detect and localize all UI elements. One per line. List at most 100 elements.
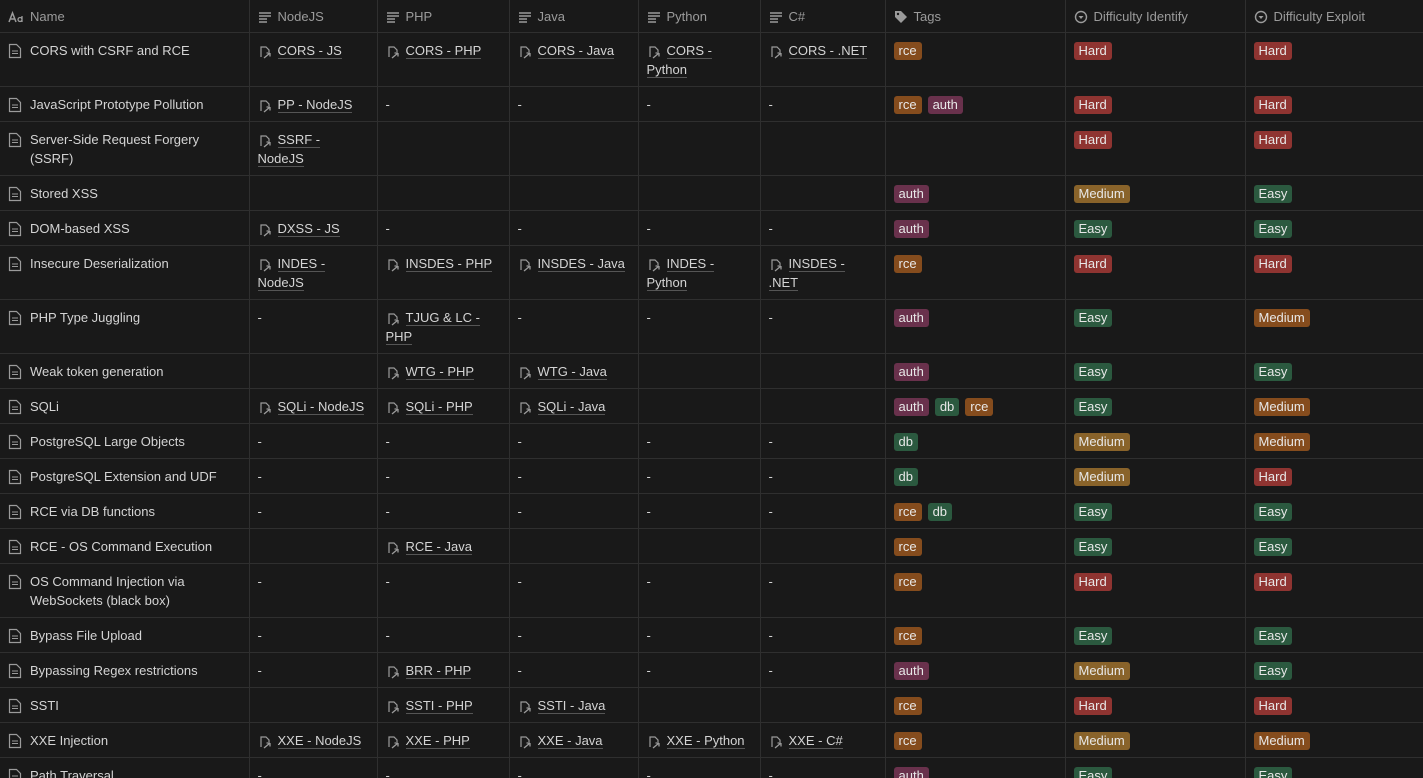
relation-cell[interactable]: - [638, 458, 761, 494]
relation-link[interactable]: INDES - Python [646, 254, 752, 292]
difficulty-cell[interactable]: Medium [1065, 722, 1246, 758]
difficulty-cell[interactable]: Easy [1065, 353, 1246, 389]
relation-cell[interactable] [760, 353, 886, 389]
relation-cell[interactable]: - [638, 299, 761, 354]
relation-link[interactable]: SQLi - Java [518, 397, 630, 416]
relation-cell[interactable]: - [509, 299, 639, 354]
name-cell[interactable]: DOM-based XSS [0, 210, 250, 246]
relation-cell[interactable]: - [638, 563, 761, 618]
relation-link[interactable]: SSRF - NodeJS [257, 130, 369, 168]
relation-cell[interactable] [377, 175, 510, 211]
difficulty-cell[interactable]: Hard [1245, 245, 1423, 300]
name-cell[interactable]: JavaScript Prototype Pollution [0, 86, 250, 122]
name-cell[interactable]: PostgreSQL Large Objects [0, 423, 250, 459]
relation-cell[interactable]: - [509, 652, 639, 688]
name-cell[interactable]: Stored XSS [0, 175, 250, 211]
difficulty-cell[interactable]: Hard [1245, 458, 1423, 494]
relation-cell[interactable]: - [760, 493, 886, 529]
relation-link[interactable]: CORS - Python [646, 41, 752, 79]
relation-cell[interactable] [760, 687, 886, 723]
relation-link[interactable]: INSDES - Java [518, 254, 630, 273]
column-header[interactable]: NodeJS [249, 0, 378, 33]
relation-cell[interactable]: - [638, 652, 761, 688]
relation-cell[interactable]: - [638, 493, 761, 529]
relation-cell[interactable]: XXE - Java [509, 722, 639, 758]
name-cell[interactable]: XXE Injection [0, 722, 250, 758]
relation-cell[interactable]: - [638, 757, 761, 778]
relation-cell[interactable] [509, 528, 639, 564]
relation-link[interactable]: DXSS - JS [258, 219, 369, 238]
relation-link[interactable]: CORS - PHP [386, 41, 501, 60]
tags-cell[interactable]: auth [885, 175, 1066, 211]
relation-cell[interactable] [377, 121, 510, 176]
relation-link[interactable]: CORS - JS [258, 41, 369, 60]
column-header[interactable]: Java [509, 0, 639, 33]
difficulty-cell[interactable]: Hard [1245, 32, 1423, 87]
relation-cell[interactable]: - [509, 493, 639, 529]
relation-cell[interactable] [760, 121, 886, 176]
relation-cell[interactable] [638, 175, 761, 211]
relation-link[interactable]: SQLi - PHP [386, 397, 501, 416]
relation-cell[interactable] [638, 687, 761, 723]
difficulty-cell[interactable]: Medium [1065, 175, 1246, 211]
name-cell[interactable]: RCE - OS Command Execution [0, 528, 250, 564]
tags-cell[interactable] [885, 121, 1066, 176]
difficulty-cell[interactable]: Medium [1245, 388, 1423, 424]
relation-cell[interactable] [638, 121, 761, 176]
relation-cell[interactable]: - [760, 617, 886, 653]
difficulty-cell[interactable]: Hard [1065, 687, 1246, 723]
relation-cell[interactable]: - [509, 86, 639, 122]
column-header[interactable]: Difficulty Identify [1065, 0, 1246, 33]
relation-cell[interactable] [638, 388, 761, 424]
relation-cell[interactable]: - [509, 563, 639, 618]
difficulty-cell[interactable]: Medium [1065, 652, 1246, 688]
difficulty-cell[interactable]: Medium [1245, 423, 1423, 459]
relation-cell[interactable]: INSDES - PHP [377, 245, 510, 300]
tags-cell[interactable]: db [885, 458, 1066, 494]
relation-cell[interactable] [249, 175, 378, 211]
relation-cell[interactable] [249, 353, 378, 389]
column-header[interactable]: C# [760, 0, 886, 33]
relation-cell[interactable]: CORS - .NET [760, 32, 886, 87]
relation-link[interactable]: XXE - NodeJS [258, 731, 369, 750]
relation-cell[interactable]: - [509, 210, 639, 246]
relation-cell[interactable]: SQLi - NodeJS [249, 388, 378, 424]
difficulty-cell[interactable]: Easy [1065, 757, 1246, 778]
name-cell[interactable]: Bypassing Regex restrictions [0, 652, 250, 688]
relation-cell[interactable]: - [377, 423, 510, 459]
tags-cell[interactable]: rce [885, 245, 1066, 300]
difficulty-cell[interactable]: Easy [1245, 652, 1423, 688]
relation-cell[interactable] [638, 353, 761, 389]
relation-cell[interactable]: BRR - PHP [377, 652, 510, 688]
difficulty-cell[interactable]: Easy [1245, 617, 1423, 653]
relation-cell[interactable]: SQLi - Java [509, 388, 639, 424]
relation-cell[interactable]: - [638, 210, 761, 246]
relation-cell[interactable]: SSTI - PHP [377, 687, 510, 723]
relation-cell[interactable]: INSDES - Java [509, 245, 639, 300]
tags-cell[interactable]: rce auth [885, 86, 1066, 122]
relation-cell[interactable]: - [638, 423, 761, 459]
relation-cell[interactable]: - [760, 563, 886, 618]
difficulty-cell[interactable]: Hard [1065, 563, 1246, 618]
tags-cell[interactable]: rce [885, 528, 1066, 564]
relation-cell[interactable]: - [249, 757, 378, 778]
relation-cell[interactable]: CORS - Java [509, 32, 639, 87]
difficulty-cell[interactable]: Hard [1065, 32, 1246, 87]
relation-cell[interactable]: - [377, 493, 510, 529]
tags-cell[interactable]: auth [885, 757, 1066, 778]
difficulty-cell[interactable]: Hard [1245, 563, 1423, 618]
difficulty-cell[interactable]: Easy [1065, 299, 1246, 354]
relation-cell[interactable] [760, 388, 886, 424]
relation-cell[interactable]: XXE - C# [760, 722, 886, 758]
difficulty-cell[interactable]: Hard [1065, 86, 1246, 122]
name-cell[interactable]: Path Traversal [0, 757, 250, 778]
relation-cell[interactable]: - [760, 458, 886, 494]
relation-link[interactable]: XXE - PHP [386, 731, 501, 750]
difficulty-cell[interactable]: Easy [1065, 493, 1246, 529]
relation-cell[interactable]: WTG - PHP [377, 353, 510, 389]
tags-cell[interactable]: auth db rce [885, 388, 1066, 424]
difficulty-cell[interactable]: Medium [1245, 722, 1423, 758]
difficulty-cell[interactable]: Easy [1065, 210, 1246, 246]
relation-cell[interactable]: RCE - Java [377, 528, 510, 564]
difficulty-cell[interactable]: Easy [1245, 757, 1423, 778]
